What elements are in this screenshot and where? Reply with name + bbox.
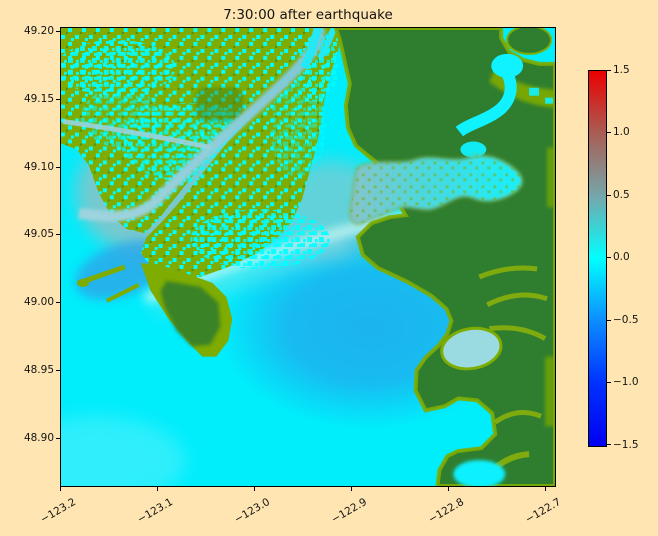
x-tickmark	[254, 487, 255, 491]
colorbar-tickmark	[607, 195, 611, 196]
river-channel	[62, 28, 337, 222]
y-tickmark	[56, 31, 60, 32]
colorbar-tick-label: 1.5	[613, 64, 630, 76]
jetty	[84, 264, 126, 284]
flooded-valley-band	[349, 154, 524, 225]
x-axis-tick-label: −122.9	[329, 496, 369, 526]
x-tickmark	[545, 487, 546, 491]
lagoon	[440, 326, 503, 371]
y-axis-tick-label: 48.90	[23, 432, 54, 444]
colorbar-tickmark	[607, 257, 611, 258]
y-tickmark	[56, 99, 60, 100]
y-tickmark	[56, 370, 60, 371]
colorbar-gradient	[588, 70, 607, 447]
colorbar-tick-label: 1.0	[613, 126, 630, 138]
river-north-arm	[62, 119, 211, 150]
x-tickmark	[448, 487, 449, 491]
y-axis-tick-label: 49.20	[23, 25, 54, 37]
hill-island	[506, 28, 553, 55]
colorbar-tickmark	[607, 132, 611, 133]
y-axis-tick-label: 49.05	[23, 228, 54, 240]
colorbar-tick-label: 0.5	[613, 189, 630, 201]
x-tickmark	[60, 487, 61, 491]
y-tickmark	[56, 234, 60, 235]
x-axis-tick-label: −123.2	[38, 496, 78, 526]
land-east-highlands	[333, 28, 555, 486]
colorbar-tick-label: −1.5	[613, 439, 639, 451]
x-tickmark	[351, 487, 352, 491]
y-tickmark	[56, 302, 60, 303]
y-axis-tick-label: 49.15	[23, 93, 54, 105]
y-tickmark	[56, 167, 60, 168]
colorbar-tickmark	[607, 70, 611, 71]
pale-water	[61, 416, 186, 486]
map-canvas	[61, 28, 555, 486]
colorbar-tick-label: −0.5	[613, 314, 639, 326]
colorbar-tick-label: 0.0	[613, 251, 630, 263]
mountain-inlets	[455, 53, 554, 158]
x-axis-tick-label: −123.1	[135, 496, 175, 526]
colorbar-tickmark	[607, 444, 611, 445]
y-axis-tick-label: 49.10	[23, 161, 54, 173]
y-axis-tick-label: 48.95	[23, 364, 54, 376]
y-axis-tick-label: 49.00	[23, 296, 54, 308]
x-axis-tick-label: −122.8	[426, 496, 466, 526]
x-axis-tick-label: −123.0	[232, 496, 272, 526]
x-tickmark	[157, 487, 158, 491]
x-axis-tick-label: −122.7	[523, 496, 563, 526]
land-delta-south	[140, 28, 342, 279]
jetty	[105, 283, 140, 303]
colorbar-tickmark	[607, 382, 611, 383]
figure-title: 7:30:00 after earthquake	[223, 7, 393, 23]
map-plot	[60, 27, 556, 487]
peninsula	[76, 262, 233, 357]
y-tickmark	[56, 438, 60, 439]
colorbar-tick-label: −1.0	[613, 376, 639, 388]
shore-inlet	[453, 460, 506, 486]
colorbar-tickmark	[607, 320, 611, 321]
